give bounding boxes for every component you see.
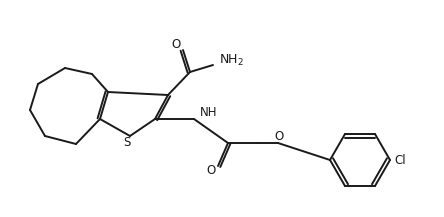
Text: NH$_2$: NH$_2$ [219,53,244,67]
Text: O: O [171,38,181,51]
Text: Cl: Cl [394,153,406,166]
Text: NH: NH [200,107,218,120]
Text: O: O [206,164,216,178]
Text: S: S [123,135,131,148]
Text: O: O [274,130,284,143]
